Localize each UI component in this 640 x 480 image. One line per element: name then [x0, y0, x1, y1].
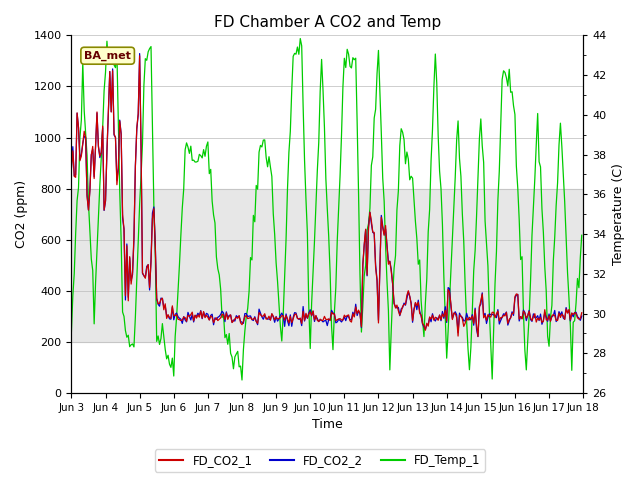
Y-axis label: CO2 (ppm): CO2 (ppm) [15, 180, 28, 248]
Y-axis label: Temperature (C): Temperature (C) [612, 163, 625, 265]
X-axis label: Time: Time [312, 419, 342, 432]
Text: BA_met: BA_met [84, 50, 131, 61]
Title: FD Chamber A CO2 and Temp: FD Chamber A CO2 and Temp [214, 15, 441, 30]
Legend: FD_CO2_1, FD_CO2_2, FD_Temp_1: FD_CO2_1, FD_CO2_2, FD_Temp_1 [155, 449, 485, 472]
Bar [72, 189, 583, 342]
